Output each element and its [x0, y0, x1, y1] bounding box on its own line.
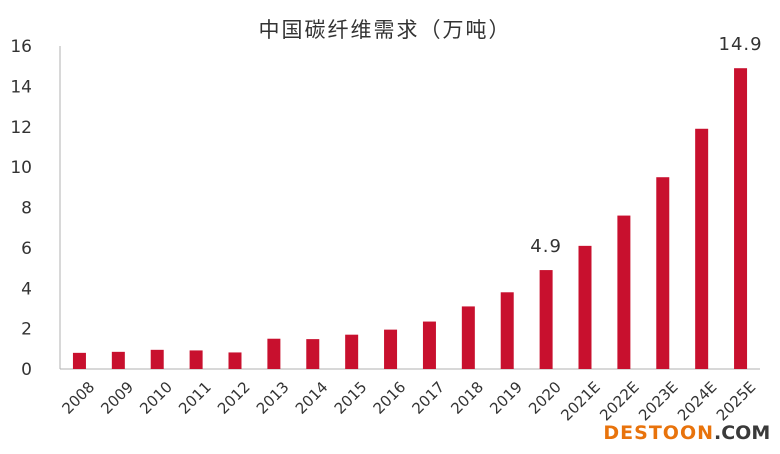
x-tick-labels: 2008 2009 2010 2011 2012 2013 2014 2015 2016 2017…	[58, 378, 759, 424]
x-tick-label: 2015	[331, 378, 371, 418]
x-tick-label: 2025E	[713, 378, 759, 424]
x-tick-label: 2024E	[674, 378, 720, 424]
x-tick-label: 2008	[58, 378, 98, 418]
y-tick-label: 16	[10, 37, 32, 57]
data-label: 4.9	[530, 236, 562, 257]
watermark: DESTOON .COM	[603, 422, 770, 444]
x-tick-label: 2019	[486, 378, 526, 418]
bar	[734, 68, 748, 370]
bar	[461, 306, 475, 369]
bar	[72, 352, 86, 369]
bar	[267, 338, 281, 369]
watermark-main: DESTOON	[603, 422, 714, 444]
y-tick-label: 6	[21, 239, 32, 259]
x-tick-label: 2018	[447, 378, 487, 418]
bar	[500, 292, 514, 369]
x-tick-label: 2013	[253, 378, 293, 418]
y-tick-label: 12	[10, 118, 32, 138]
x-tick-label: 2021E	[557, 378, 603, 424]
x-tick-label: 2009	[97, 378, 137, 418]
bar	[578, 245, 592, 369]
bar	[384, 329, 398, 369]
bar	[422, 321, 436, 369]
bar	[695, 128, 709, 369]
x-tick-label: 2011	[175, 378, 215, 418]
x-tick-label: 2012	[214, 378, 254, 418]
x-tick-label: 2010	[136, 378, 176, 418]
x-tick-label: 2023E	[635, 378, 681, 424]
bar	[306, 339, 320, 369]
y-tick-label: 0	[21, 360, 32, 380]
data-label: 14.9	[719, 34, 763, 55]
x-tick-label: 2017	[408, 378, 448, 418]
y-tick-labels: 0 2 4 6 8 10 12 14 16	[10, 37, 32, 380]
bar	[539, 270, 553, 369]
data-labels: 4.9 14.9	[530, 34, 763, 257]
y-tick-label: 2	[21, 320, 32, 340]
bar	[150, 349, 164, 369]
bar	[656, 177, 670, 369]
watermark-suffix: .COM	[714, 422, 770, 444]
bar	[111, 351, 125, 369]
bar	[617, 215, 631, 369]
y-tick-label: 14	[10, 77, 32, 97]
bar	[228, 352, 242, 369]
bars	[72, 68, 748, 370]
bar	[189, 350, 203, 369]
y-tick-label: 4	[21, 279, 32, 299]
bar	[345, 334, 359, 369]
x-tick-label: 2022E	[596, 378, 642, 424]
x-tick-label: 2014	[292, 378, 332, 418]
y-tick-label: 8	[21, 199, 32, 219]
x-tick-label: 2016	[370, 378, 410, 418]
y-tick-label: 10	[10, 158, 32, 178]
chart-title: 中国碳纤维需求（万吨）	[259, 18, 512, 42]
